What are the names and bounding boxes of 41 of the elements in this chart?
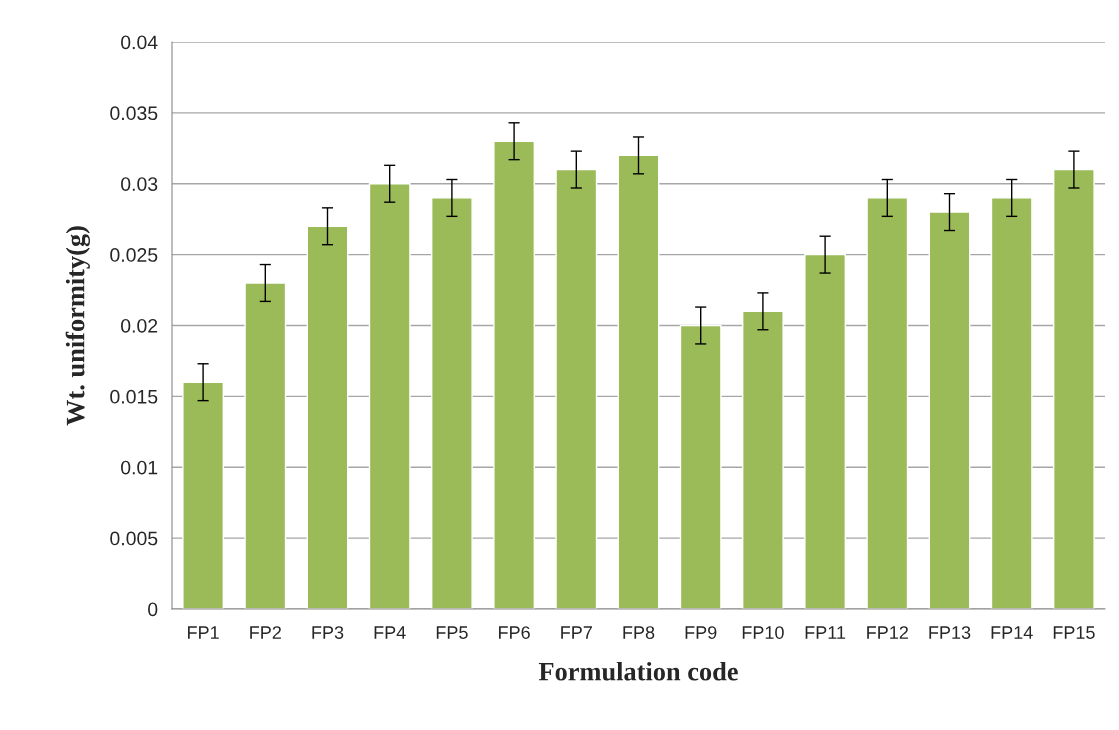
y-axis-title: Wt. uniformity(g): [65, 226, 91, 426]
x-tick-label: FP10: [742, 626, 784, 639]
bar: [679, 324, 722, 609]
bar: [368, 183, 411, 609]
bar: [244, 282, 287, 609]
y-tick-label: 0.01: [121, 460, 158, 475]
y-tick-label: 0.015: [110, 389, 158, 404]
x-tick-label: FP1: [188, 626, 219, 639]
bar: [1052, 168, 1095, 609]
x-tick-label: FP9: [685, 626, 717, 639]
bar: [741, 310, 784, 609]
y-tick-label: 0.025: [110, 248, 158, 262]
y-tick-label: 0.035: [110, 106, 158, 121]
x-tick-label: FP15: [1053, 626, 1095, 639]
y-tick-label: 0: [148, 602, 158, 617]
x-tick-label: FP14: [991, 626, 1033, 639]
x-tick-label: FP12: [867, 626, 908, 639]
x-tick-label: FP8: [623, 626, 655, 639]
bar: [928, 211, 971, 609]
bar: [990, 197, 1033, 609]
y-tick-label: 0.03: [121, 177, 158, 191]
bar: [182, 381, 225, 609]
bar: [555, 168, 598, 609]
bar: [866, 197, 909, 609]
bar: [306, 225, 349, 609]
y-tick-label: 0.02: [121, 318, 158, 333]
bar: [617, 154, 660, 609]
x-tick-label: FP3: [312, 626, 344, 639]
x-tick-label: FP13: [929, 626, 971, 639]
bar: [804, 253, 847, 609]
x-tick-label: FP2: [250, 626, 281, 639]
x-tick-label: FP4: [374, 626, 406, 639]
x-tick-label: FP6: [499, 626, 530, 639]
bar: [493, 140, 536, 609]
x-tick-label: FP11: [805, 626, 846, 639]
x-tick-label: FP5: [436, 626, 468, 639]
x-tick-label: FP7: [561, 626, 592, 639]
y-tick-label: 0.04: [121, 35, 158, 50]
y-tick-label: 0.005: [110, 531, 158, 546]
x-axis-title: Formulation code: [538, 661, 738, 681]
bar: [430, 197, 473, 609]
